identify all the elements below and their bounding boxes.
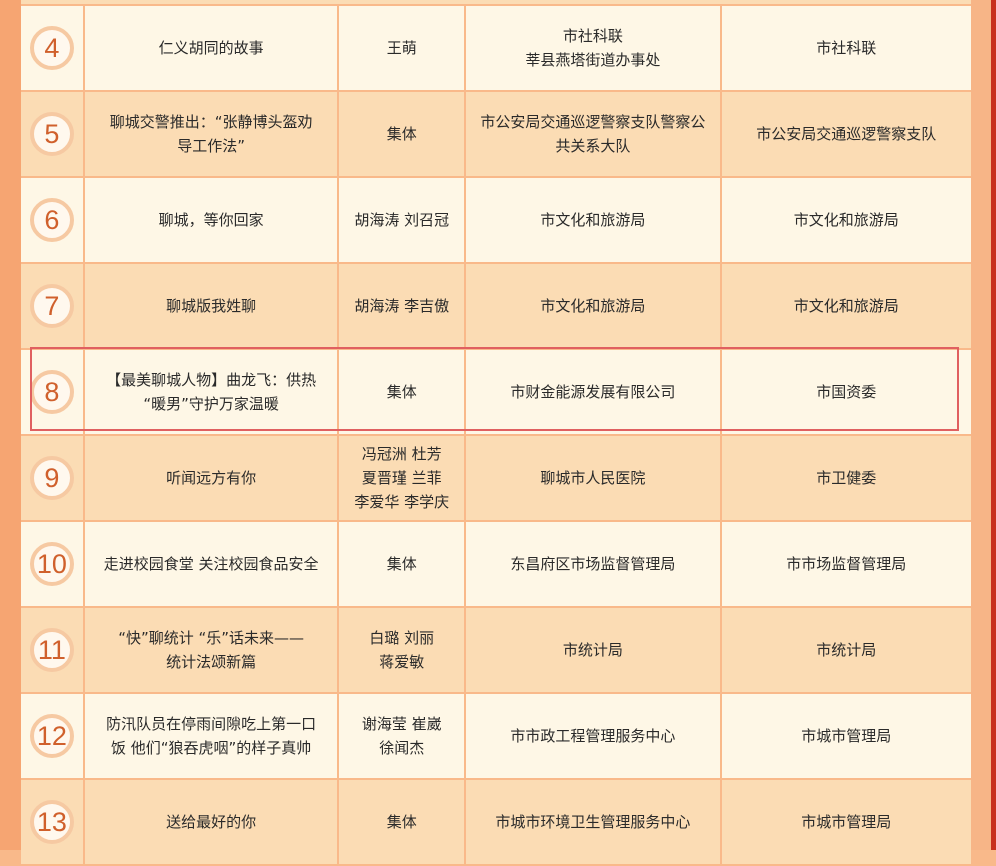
table-row: 7 聊城版我姓聊 胡海涛 李吉傲 市文化和旅游局 市文化和旅游局 (21, 264, 972, 348)
right-border (971, 0, 991, 850)
title-cell: 走进校园食堂 关注校园食品安全 (84, 522, 338, 606)
works-table: 4 仁义胡同的故事 王萌 市社科联 莘县燕塔街道办事处 市社科联 5 聊城交警推出：“张静博… (21, 0, 972, 866)
unit-cell: 市市政工程管理服务中心 (466, 694, 720, 778)
row-number-badge: 4 (29, 26, 74, 70)
number-cell: 13 (21, 780, 83, 864)
department-cell: 市城市管理局 (721, 780, 972, 864)
title-cell: 仁义胡同的故事 (84, 6, 338, 90)
number-cell: 10 (21, 522, 83, 606)
title-cell: 聊城，等你回家 (84, 178, 338, 262)
title-cell: “快”聊统计 “乐”话未来—— 统计法颂新篇 (84, 608, 338, 692)
number-cell: 8 (21, 350, 83, 434)
department-cell: 市公安局交通巡逻警察支队 (721, 92, 972, 176)
department-cell: 市社科联 (721, 6, 972, 90)
department-cell: 市卫健委 (721, 436, 972, 520)
unit-cell: 市社科联 莘县燕塔街道办事处 (466, 6, 720, 90)
unit-cell: 市文化和旅游局 (466, 178, 720, 262)
department-cell: 市文化和旅游局 (721, 264, 972, 348)
row-number-badge: 11 (29, 628, 74, 672)
author-cell: 冯冠洲 杜芳 夏晋瑾 兰菲 李爱华 李学庆 (339, 436, 465, 520)
author-cell: 谢海莹 崔崴 徐闻杰 (339, 694, 465, 778)
table-row: 6 聊城，等你回家 胡海涛 刘召冠 市文化和旅游局 市文化和旅游局 (21, 178, 972, 262)
table-row: 8 【最美聊城人物】曲龙飞：供热 “暖男”守护万家温暖 集体 市财金能源发展有限公司市… (21, 350, 972, 434)
table-row: 10 走进校园食堂 关注校园食品安全 集体 东昌府区市场监督管理局 市市场监督管理局 (21, 522, 972, 606)
right-border-edge (991, 0, 996, 850)
department-cell: 市文化和旅游局 (721, 178, 972, 262)
row-number-badge: 6 (29, 198, 74, 242)
number-cell: 9 (21, 436, 83, 520)
row-number-badge: 10 (29, 542, 74, 586)
author-cell: 集体 (339, 522, 465, 606)
title-cell: 送给最好的你 (84, 780, 338, 864)
number-cell: 4 (21, 6, 83, 90)
table-row: 13 送给最好的你 集体 市城市环境卫生管理服务中心 市城市管理局 (21, 780, 972, 864)
author-cell: 集体 (339, 92, 465, 176)
author-cell: 白璐 刘丽 蒋爱敏 (339, 608, 465, 692)
unit-cell: 聊城市人民医院 (466, 436, 720, 520)
previous-row-partial (21, 0, 971, 4)
author-cell: 集体 (339, 350, 465, 434)
department-cell: 市城市管理局 (721, 694, 972, 778)
number-cell: 6 (21, 178, 83, 262)
number-cell: 11 (21, 608, 83, 692)
table-row: 12 防汛队员在停雨间隙吃上第一口 饭 他们“狼吞虎咽”的样子真帅 谢海莹 崔崴 徐… (21, 694, 972, 778)
left-border (0, 0, 21, 850)
table-row: 9 听闻远方有你 冯冠洲 杜芳 夏晋瑾 兰菲 李爱华 李学庆 聊城市人民医院 市卫健委 (21, 436, 972, 520)
row-number-badge: 8 (29, 370, 74, 414)
unit-cell: 市城市环境卫生管理服务中心 (466, 780, 720, 864)
department-cell: 市市场监督管理局 (721, 522, 972, 606)
number-cell: 12 (21, 694, 83, 778)
author-cell: 集体 (339, 780, 465, 864)
row-number-badge: 9 (29, 456, 74, 500)
title-cell: 听闻远方有你 (84, 436, 338, 520)
row-number-badge: 7 (29, 284, 74, 328)
unit-cell: 市文化和旅游局 (466, 264, 720, 348)
row-number-badge: 5 (29, 112, 74, 156)
table-row: 11 “快”聊统计 “乐”话未来—— 统计法颂新篇 白璐 刘丽 蒋爱敏 市统计局 市统计… (21, 608, 972, 692)
title-cell: 聊城交警推出：“张静博头盔劝 导工作法” (84, 92, 338, 176)
author-cell: 胡海涛 刘召冠 (339, 178, 465, 262)
department-cell: 市统计局 (721, 608, 972, 692)
table-row: 4 仁义胡同的故事 王萌 市社科联 莘县燕塔街道办事处 市社科联 (21, 6, 972, 90)
unit-cell: 东昌府区市场监督管理局 (466, 522, 720, 606)
unit-cell: 市公安局交通巡逻警察支队警察公 共关系大队 (466, 92, 720, 176)
title-cell: 防汛队员在停雨间隙吃上第一口 饭 他们“狼吞虎咽”的样子真帅 (84, 694, 338, 778)
department-cell: 市国资委 (721, 350, 972, 434)
row-number-badge: 12 (29, 714, 74, 758)
unit-cell: 市统计局 (466, 608, 720, 692)
row-number-badge: 13 (29, 800, 74, 844)
table-row: 5 聊城交警推出：“张静博头盔劝 导工作法” 集体 市公安局交通巡逻警察支队警察公 共… (21, 92, 972, 176)
number-cell: 5 (21, 92, 83, 176)
author-cell: 胡海涛 李吉傲 (339, 264, 465, 348)
title-cell: 聊城版我姓聊 (84, 264, 338, 348)
author-cell: 王萌 (339, 6, 465, 90)
number-cell: 7 (21, 264, 83, 348)
unit-cell: 市财金能源发展有限公司 (466, 350, 720, 434)
title-cell: 【最美聊城人物】曲龙飞：供热 “暖男”守护万家温暖 (84, 350, 338, 434)
